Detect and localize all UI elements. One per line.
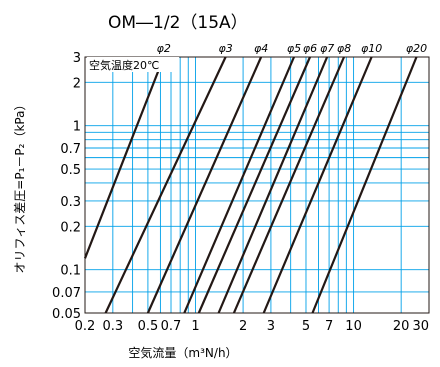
x-tick-label: 10 <box>345 319 362 334</box>
y-tick-label: 0.05 <box>52 307 81 322</box>
series-line <box>83 56 165 259</box>
series-label: φ8 <box>337 42 351 55</box>
series-lines <box>83 56 418 314</box>
series-labels: φ2 φ3 φ4 φ5 φ6 φ7 φ8 φ10 φ20 <box>157 42 427 55</box>
series-line <box>232 56 346 314</box>
plot-frame <box>84 56 430 314</box>
x-tick-label: 7 <box>325 319 333 334</box>
series-line <box>197 56 312 314</box>
series-label: φ2 <box>157 42 171 55</box>
x-tick-label: 20 <box>393 319 410 334</box>
chart-title: OM―1/2（15A） <box>108 13 248 33</box>
y-tick-label: 3 <box>73 51 81 66</box>
x-tick-label: 0.2 <box>75 319 96 334</box>
y-tick-labels: 3 2 1 0.7 0.5 0.3 0.2 0.1 0.07 0.05 <box>52 51 81 322</box>
series-line <box>217 56 329 314</box>
x-tick-label: 2 <box>239 319 247 334</box>
y-tick-label: 0.7 <box>60 142 81 157</box>
series-line <box>262 56 373 314</box>
series-line <box>183 56 296 314</box>
y-tick-label: 0.07 <box>52 286 81 301</box>
y-tick-label: 0.2 <box>60 220 81 235</box>
y-tick-label: 2 <box>73 76 81 91</box>
grid <box>84 56 430 314</box>
series-label: φ6 <box>303 42 317 55</box>
series-line <box>146 56 263 314</box>
x-tick-label: 0.3 <box>102 319 123 334</box>
y-tick-label: 1 <box>73 120 81 135</box>
series-label: φ3 <box>218 42 232 55</box>
x-tick-label: 1 <box>191 319 199 334</box>
annotation-background <box>87 57 179 72</box>
temperature-annotation: 空気温度20℃ <box>89 58 159 72</box>
x-tick-label: 5 <box>302 319 310 334</box>
x-tick-label: 30 <box>412 319 429 334</box>
series-line <box>104 56 227 314</box>
series-line <box>311 56 418 314</box>
x-axis-label: 空気流量（m³N/h） <box>128 345 237 360</box>
series-label: φ10 <box>361 42 382 55</box>
series-label: φ20 <box>406 42 427 55</box>
y-axis-label: オリフィス差圧=P₁－P₂（kPa） <box>13 99 27 274</box>
y-tick-label: 0.1 <box>60 264 81 279</box>
x-tick-label: 0.5 <box>138 319 159 334</box>
y-tick-label: 0.3 <box>60 195 81 210</box>
x-tick-label: 3 <box>267 319 275 334</box>
x-tick-label: 0.7 <box>161 319 182 334</box>
series-label: φ7 <box>320 42 334 55</box>
series-label: φ5 <box>287 42 301 55</box>
x-tick-labels: 0.2 0.3 0.5 0.7 1 2 3 5 7 10 20 30 <box>75 319 429 334</box>
series-label: φ4 <box>254 42 268 55</box>
y-tick-label: 0.5 <box>60 163 81 178</box>
